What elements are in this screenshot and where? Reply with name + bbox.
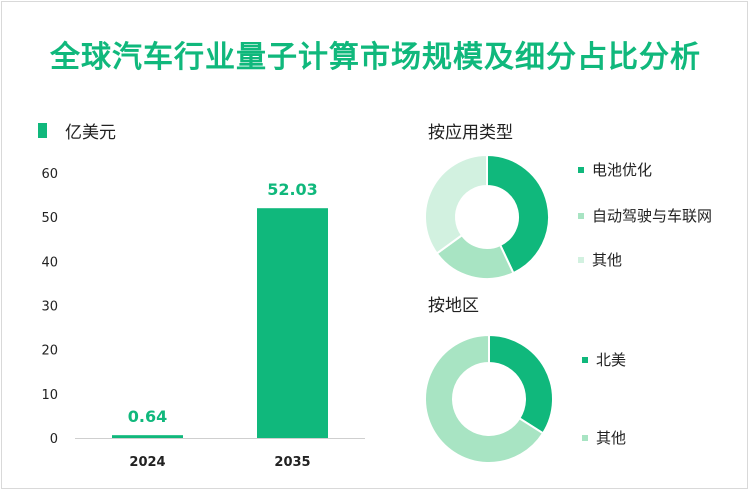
legend-swatch — [582, 356, 588, 363]
legend-swatch — [578, 166, 584, 173]
bar-legend: 亿美元 — [38, 118, 116, 143]
donut2-legend-item-0: 北美 — [582, 349, 626, 370]
donut2-title: 按地区 — [428, 296, 479, 316]
donut1-legend-item-2: 其他 — [578, 249, 622, 270]
y-tick-label: 30 — [41, 300, 58, 315]
donut-slice-北美 — [488, 333, 554, 435]
bar-legend-label: 亿美元 — [65, 123, 116, 143]
bar-2035 — [257, 208, 328, 438]
y-tick-label: 10 — [41, 388, 58, 403]
legend-label: 自动驾驶与车联网 — [592, 207, 713, 225]
x-tick-label: 2035 — [274, 455, 310, 470]
y-tick-label: 0 — [50, 432, 58, 447]
donut-region — [424, 333, 554, 464]
legend-swatch — [582, 434, 588, 441]
donut-slice-其他 — [424, 153, 488, 255]
y-tick-label: 20 — [41, 344, 58, 359]
donut1-title: 按应用类型 — [428, 123, 513, 143]
donut2-legend-item-1: 其他 — [582, 427, 626, 448]
legend-label: 北美 — [596, 351, 627, 369]
bar-2024 — [112, 435, 183, 438]
donut-application — [424, 153, 550, 280]
donut-slice-电池优化 — [486, 153, 550, 275]
legend-label: 电池优化 — [592, 161, 653, 179]
bar-chart: 0 10 20 30 40 50 60 0.64 2024 52.03 2035 — [41, 167, 365, 470]
donut1-legend-item-1: 自动驾驶与车联网 — [578, 205, 712, 226]
donut1-legend-item-0: 电池优化 — [578, 159, 652, 180]
legend-label: 其他 — [596, 429, 627, 447]
legend-swatch — [578, 256, 584, 263]
bar-value-label: 0.64 — [128, 407, 167, 426]
page-title: 全球汽车行业量子计算市场规模及细分占比分析 — [50, 40, 701, 75]
bar-legend-swatch — [38, 123, 47, 138]
donut-slice-其他 — [424, 333, 545, 464]
y-tick-label: 60 — [41, 167, 58, 182]
y-tick-label: 40 — [41, 255, 58, 270]
legend-swatch — [578, 212, 584, 219]
legend-label: 其他 — [592, 251, 623, 269]
bar-value-label: 52.03 — [267, 180, 318, 199]
x-tick-label: 2024 — [129, 455, 165, 470]
y-tick-label: 50 — [41, 211, 58, 226]
